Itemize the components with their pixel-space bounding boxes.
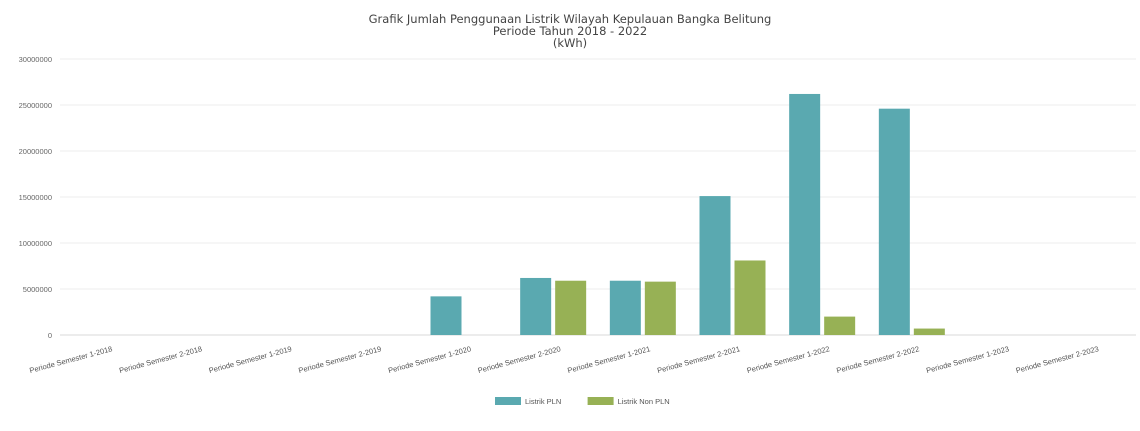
chart-subtitle: Periode Tahun 2018 - 2022 [492,24,648,38]
bar-listrik-pln[interactable] [878,108,910,336]
bar-listrik-non-pln[interactable] [824,316,856,335]
bar-listrik-non-pln[interactable] [734,260,766,335]
x-tick-label: Periode Semester 1-2019 [208,344,293,375]
y-tick-label: 0 [48,331,52,340]
y-tick-label: 30000000 [19,55,52,64]
x-tick-label: Periode Semester 2-2022 [835,344,920,375]
legend-swatch[interactable] [587,397,614,405]
x-tick-label: Periode Semester 1-2018 [28,344,113,375]
y-tick-label: 15000000 [19,193,52,202]
legend-label[interactable]: Listrik PLN [525,397,561,406]
chart-title: Grafik Jumlah Penggunaan Listrik Wilayah… [368,12,772,26]
x-tick-label: Periode Semester 1-2022 [746,344,831,375]
x-tick-label: Periode Semester 1-2023 [925,344,1010,375]
x-tick-label: Periode Semester 2-2021 [656,344,741,375]
bar-listrik-pln[interactable] [520,277,552,335]
y-tick-label: 20000000 [19,147,52,156]
bar-listrik-pln[interactable] [789,93,821,336]
legend-label[interactable]: Listrik Non PLN [618,397,670,406]
bar-listrik-non-pln[interactable] [555,280,587,335]
x-tick-label: Periode Semester 2-2019 [297,344,382,375]
x-tick-label: Periode Semester 1-2020 [387,344,472,375]
legend-swatch[interactable] [495,397,521,405]
x-tick-label: Periode Semester 2-2020 [477,344,562,375]
x-tick-label: Periode Semester 2-2018 [118,344,203,375]
bar-listrik-non-pln[interactable] [644,281,676,335]
chart-unit-label: (kWh) [552,36,588,50]
x-tick-label: Periode Semester 1-2021 [566,344,651,375]
x-tick-label: Periode Semester 2-2023 [1015,344,1100,375]
y-tick-label: 10000000 [19,239,52,248]
bar-listrik-pln[interactable] [699,196,731,335]
bar-listrik-pln[interactable] [430,296,462,335]
bar-listrik-non-pln[interactable] [913,328,945,335]
bar-listrik-pln[interactable] [609,280,641,335]
y-tick-label: 25000000 [19,101,52,110]
y-tick-label: 5000000 [23,285,52,294]
